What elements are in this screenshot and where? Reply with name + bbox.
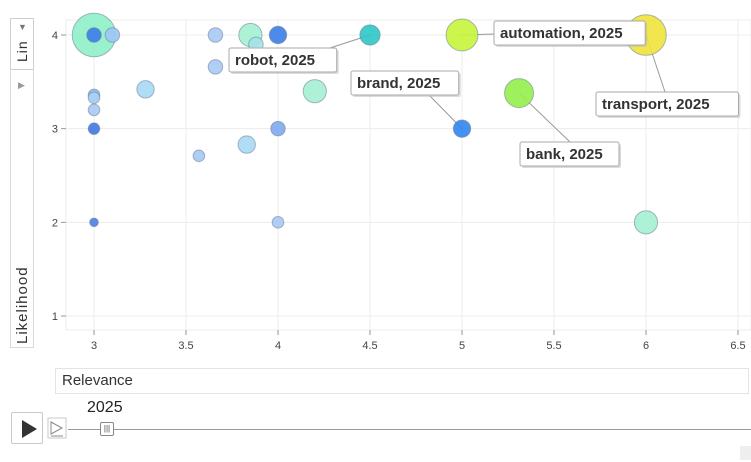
- x-tick-label: 5: [459, 340, 465, 352]
- data-point[interactable]: [237, 135, 256, 154]
- data-point[interactable]: [192, 149, 206, 163]
- data-point[interactable]: [89, 217, 99, 228]
- y-tick-label: 2: [52, 217, 58, 229]
- x-tick-label: 4.5: [362, 340, 377, 352]
- annotation-box: [493, 20, 646, 46]
- data-point[interactable]: [87, 103, 101, 117]
- corner-box: [740, 446, 751, 460]
- timeline-handle[interactable]: |||: [100, 422, 114, 436]
- data-point[interactable]: [270, 120, 286, 137]
- annotation-label: robot, 2025: [235, 52, 315, 69]
- play-button[interactable]: [11, 412, 43, 444]
- data-point[interactable]: [452, 119, 472, 138]
- annotation-box: [350, 70, 460, 96]
- chart-area: 3 3.5 4 4.5 5 5.5 6 6.5 1 2 3 4 robot, 2025 automati…: [52, 12, 751, 352]
- annotation-label: bank, 2025: [526, 146, 603, 163]
- y-scale-dropdown-icon[interactable]: ▼: [18, 22, 27, 32]
- data-point[interactable]: [633, 210, 659, 235]
- data-point[interactable]: [86, 27, 102, 43]
- x-axis-label[interactable]: Relevance: [62, 372, 133, 389]
- x-tick-label: 6.5: [730, 340, 745, 352]
- y-tick-label: 4: [52, 30, 58, 42]
- x-axis-selector[interactable]: [55, 368, 749, 394]
- data-point[interactable]: [359, 24, 381, 46]
- plot-frame: [65, 19, 751, 331]
- data-point[interactable]: [207, 27, 224, 43]
- data-point[interactable]: [445, 18, 479, 52]
- y-scale-selector[interactable]: [10, 18, 34, 70]
- y-axis-selector[interactable]: [10, 18, 34, 348]
- timeline-track[interactable]: [68, 429, 751, 430]
- data-point[interactable]: [268, 25, 288, 45]
- annotation-box: [519, 141, 620, 167]
- data-point[interactable]: [271, 216, 285, 229]
- x-tick-label: 5.5: [546, 340, 561, 352]
- data-point[interactable]: [136, 80, 155, 99]
- y-axis-dropdown-icon[interactable]: ▶: [18, 80, 25, 90]
- annotation-label: automation, 2025: [500, 25, 623, 42]
- data-point[interactable]: [87, 122, 101, 135]
- x-tick-label: 6: [643, 340, 649, 352]
- x-tick-label: 3.5: [178, 340, 193, 352]
- y-tick-label: 1: [52, 311, 58, 323]
- annotation-box: [228, 47, 338, 73]
- annotation-box: [595, 91, 739, 117]
- data-point[interactable]: [302, 79, 327, 104]
- trail-toggle-icon[interactable]: [47, 417, 67, 439]
- annotation-label: transport, 2025: [602, 96, 710, 113]
- x-tick-label: 3: [91, 340, 97, 352]
- data-point[interactable]: [104, 27, 121, 43]
- data-point[interactable]: [87, 91, 101, 105]
- data-point[interactable]: [504, 78, 535, 109]
- data-point[interactable]: [207, 59, 224, 75]
- y-tick-label: 3: [52, 124, 58, 136]
- year-label: 2025: [87, 399, 123, 416]
- x-tick-label: 4: [275, 340, 281, 352]
- annotation-label: brand, 2025: [357, 75, 440, 92]
